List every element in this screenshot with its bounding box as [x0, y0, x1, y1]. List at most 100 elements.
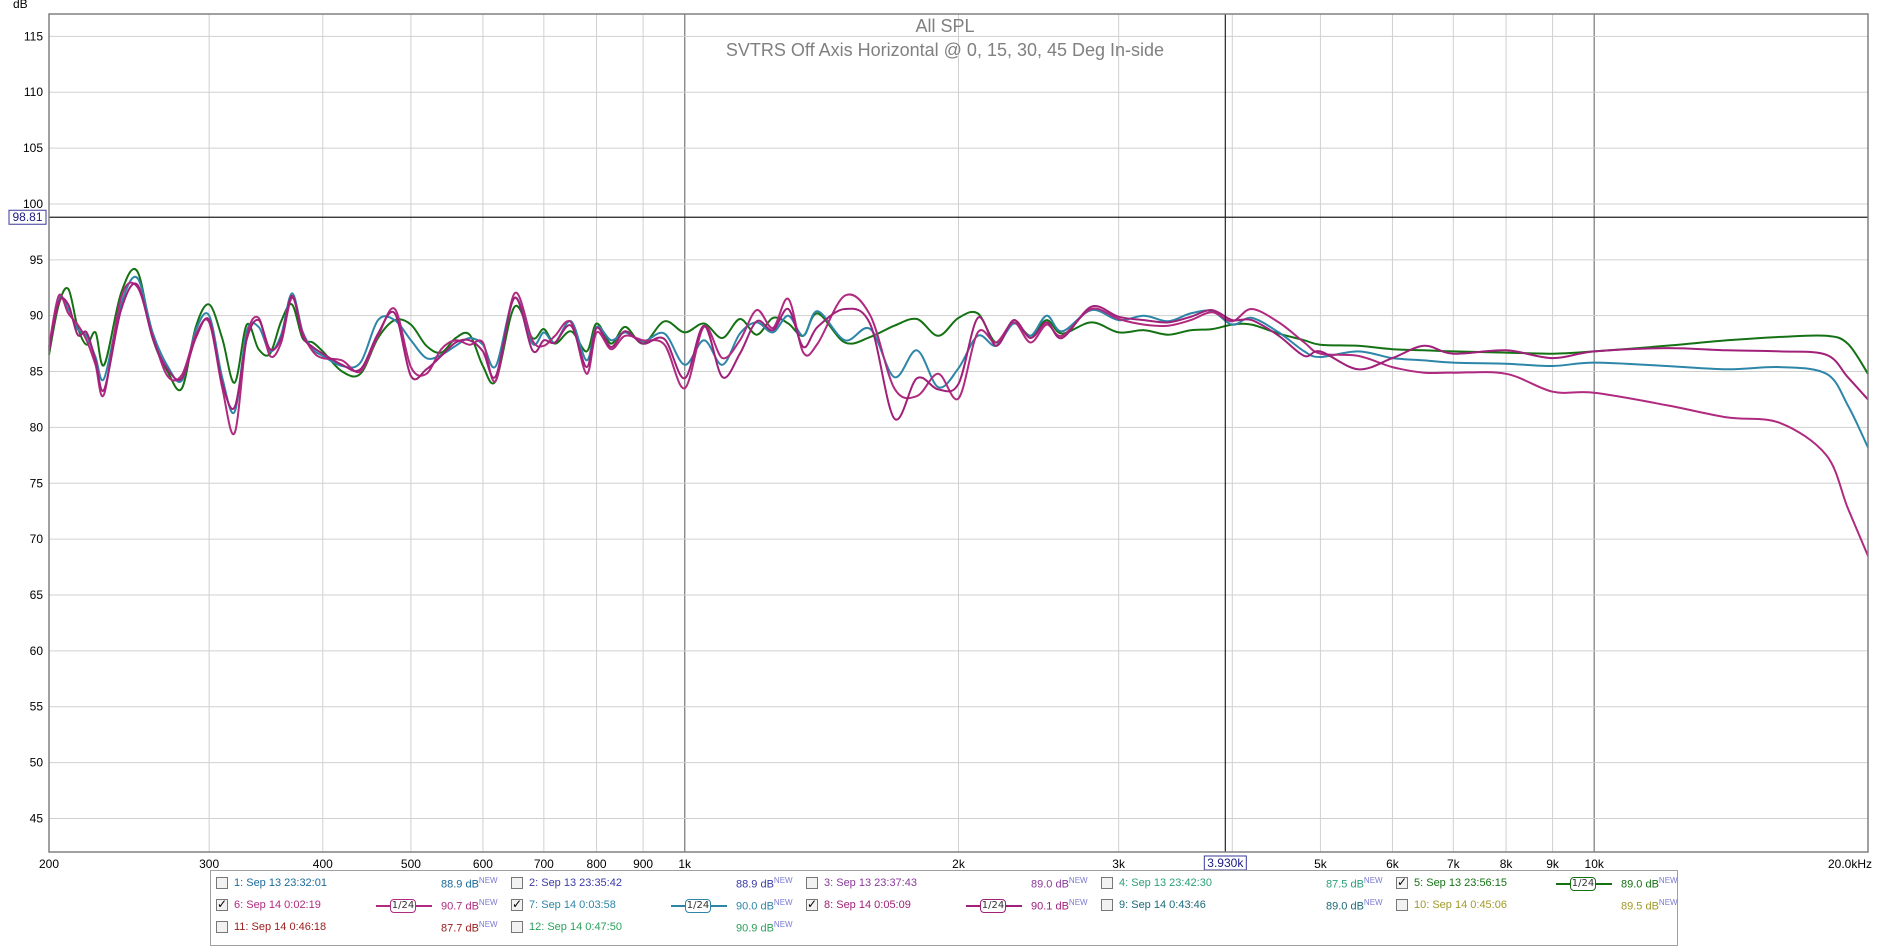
series-line-4 — [48, 282, 1869, 421]
legend-checkbox[interactable] — [216, 877, 228, 889]
smoothing-indicator[interactable]: 1/24 — [966, 899, 1022, 913]
grid-lines — [48, 14, 1869, 852]
legend-checkbox[interactable] — [511, 921, 523, 933]
legend-value: 89.0 dBNEW — [1621, 876, 1678, 891]
series-line-2 — [48, 275, 1869, 448]
legend-label: 3: Sep 13 23:37:43 — [824, 877, 917, 889]
x-tick-label: 700 — [534, 857, 554, 870]
y-axis-label: dB — [13, 0, 28, 11]
spl-chart[interactable]: 45 50 55 60 65 70 75 80 85 90 95 100 105 110 115 200 30… — [0, 0, 1890, 870]
y-tick-label: 110 — [24, 85, 43, 99]
legend-item[interactable]: 10: Sep 14 0:45:06 89.5 dBNEW — [1396, 895, 1686, 915]
legend-checkbox[interactable] — [216, 897, 228, 911]
legend-label: 12: Sep 14 0:47:50 — [529, 921, 622, 933]
legend-value: 88.9 dBNEW — [736, 876, 793, 891]
x-tick-label: 600 — [473, 857, 493, 870]
legend-value: 90.1 dBNEW — [1031, 898, 1088, 913]
x-tick-label: 500 — [401, 857, 421, 870]
cursor-crosshair[interactable]: 98.81 3.930k — [8, 14, 1868, 870]
x-tick-label: 20.0kHz — [1828, 857, 1872, 870]
x-tick-label: 8k — [1500, 857, 1514, 870]
legend-item[interactable]: 7: Sep 14 0:03:58 1/24 90.0 dBNEW — [511, 895, 801, 915]
x-axis-ticks: 200 300 400 500 600 700 800 900 1k 2k 3k 5k 6k 7k 8k 9k… — [39, 857, 1872, 870]
legend-checkbox[interactable] — [1396, 899, 1408, 911]
legend-label: 7: Sep 14 0:03:58 — [529, 899, 616, 911]
smoothing-indicator[interactable]: 1/24 — [376, 899, 432, 913]
plot-frame — [48, 13, 1869, 853]
y-tick-label: 80 — [30, 420, 44, 434]
legend-checkbox[interactable] — [511, 897, 523, 911]
series-line-1 — [48, 268, 1869, 392]
legend-value: 89.0 dBNEW — [1326, 898, 1383, 913]
smoothing-indicator[interactable]: 1/24 — [671, 899, 727, 913]
smoothing-indicator[interactable]: 1/24 — [1556, 877, 1612, 891]
legend-item[interactable]: 2: Sep 13 23:35:42 88.9 dBNEW — [511, 873, 801, 893]
legend-item[interactable]: 9: Sep 14 0:43:46 89.0 dBNEW — [1101, 895, 1391, 915]
legend-value-sup: NEW — [1068, 876, 1088, 885]
legend-value: 90.9 dBNEW — [736, 920, 793, 935]
legend-value-text: 90.7 dB — [441, 900, 479, 913]
legend-value-sup: NEW — [1363, 898, 1383, 907]
y-tick-label: 70 — [30, 532, 44, 546]
x-tick-label: 200 — [39, 857, 59, 870]
legend-value-text: 89.0 dB — [1031, 878, 1069, 891]
legend-label: 8: Sep 14 0:05:09 — [824, 899, 911, 911]
legend-value-text: 89.0 dB — [1621, 878, 1659, 891]
legend-checkbox[interactable] — [1101, 899, 1113, 911]
x-tick-label: 5k — [1314, 857, 1328, 870]
chart-title: All SPL — [915, 16, 974, 36]
x-tick-label: 400 — [313, 857, 333, 870]
legend-checkbox[interactable] — [806, 877, 818, 889]
legend-label: 9: Sep 14 0:43:46 — [1119, 899, 1206, 911]
y-tick-label: 95 — [30, 253, 44, 267]
legend-value-text: 89.5 dB — [1621, 900, 1659, 913]
legend-checkbox[interactable] — [1101, 877, 1113, 889]
y-tick-label: 60 — [30, 644, 44, 658]
legend-value-sup: NEW — [1658, 876, 1678, 885]
legend-checkbox[interactable] — [511, 877, 523, 889]
y-tick-label: 85 — [30, 365, 44, 379]
legend-value-sup: NEW — [773, 898, 793, 907]
legend-label: 4: Sep 13 23:42:30 — [1119, 877, 1212, 889]
legend-value: 88.9 dBNEW — [441, 876, 498, 891]
legend-item[interactable]: 11: Sep 14 0:46:18 87.7 dBNEW — [216, 917, 506, 937]
x-tick-label: 3k — [1112, 857, 1126, 870]
legend-value: 90.7 dBNEW — [441, 898, 498, 913]
legend-value-sup: NEW — [478, 876, 498, 885]
legend-checkbox[interactable] — [1396, 875, 1408, 889]
legend-item[interactable]: 1: Sep 13 23:32:01 88.9 dBNEW — [216, 873, 506, 893]
legend-checkbox[interactable] — [216, 921, 228, 933]
y-tick-label: 55 — [30, 700, 44, 714]
legend-value-text: 90.1 dB — [1031, 900, 1069, 913]
legend-checkbox[interactable] — [806, 897, 818, 911]
legend-label: 1: Sep 13 23:32:01 — [234, 877, 327, 889]
legend: 1: Sep 13 23:32:01 88.9 dBNEW 2: Sep 13 23… — [210, 870, 1678, 946]
smoothing-label: 1/24 — [685, 899, 711, 913]
legend-label: 11: Sep 14 0:46:18 — [234, 921, 327, 933]
y-tick-label: 105 — [23, 141, 43, 155]
legend-value-sup: NEW — [773, 920, 793, 929]
legend-item[interactable]: 5: Sep 13 23:56:15 1/24 89.0 dBNEW — [1396, 873, 1686, 893]
legend-value-sup: NEW — [478, 920, 498, 929]
series-line-3 — [48, 281, 1869, 557]
legend-value-sup: NEW — [1363, 876, 1383, 885]
x-tick-label: 800 — [587, 857, 607, 870]
cursor-y-readout: 98.81 — [12, 210, 42, 224]
y-axis-ticks: 45 50 55 60 65 70 75 80 85 90 95 100 105 110 115 — [23, 29, 43, 825]
legend-item[interactable]: 12: Sep 14 0:47:50 90.9 dBNEW — [511, 917, 801, 937]
legend-value-text: 88.9 dB — [441, 878, 479, 891]
legend-item[interactable]: 4: Sep 13 23:42:30 87.5 dBNEW — [1101, 873, 1391, 893]
x-tick-label: 7k — [1447, 857, 1461, 870]
x-tick-label: 10k — [1585, 857, 1605, 870]
legend-value-text: 89.0 dB — [1326, 900, 1364, 913]
legend-item[interactable]: 8: Sep 14 0:05:09 1/24 90.1 dBNEW — [806, 895, 1096, 915]
legend-value-text: 90.0 dB — [736, 900, 774, 913]
legend-value-sup: NEW — [1068, 898, 1088, 907]
y-tick-label: 65 — [30, 588, 44, 602]
legend-value: 89.5 dBNEW — [1621, 898, 1678, 913]
y-tick-label: 50 — [30, 756, 44, 770]
cursor-y-readout-box — [8, 209, 47, 225]
legend-item[interactable]: 6: Sep 14 0:02:19 1/24 90.7 dBNEW — [216, 895, 506, 915]
legend-item[interactable]: 3: Sep 13 23:37:43 89.0 dBNEW — [806, 873, 1096, 893]
y-tick-label: 115 — [24, 29, 43, 43]
